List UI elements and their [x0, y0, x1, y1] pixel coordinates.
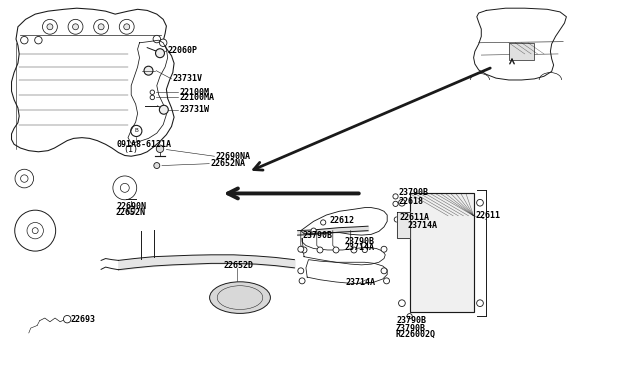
Circle shape — [393, 194, 398, 199]
Circle shape — [159, 39, 167, 46]
Text: 22690NA: 22690NA — [216, 152, 251, 161]
Circle shape — [120, 183, 129, 192]
Circle shape — [381, 268, 387, 274]
Circle shape — [150, 95, 154, 100]
Text: (1): (1) — [123, 145, 138, 154]
Text: 23731V: 23731V — [173, 74, 203, 83]
Text: 091A8-6121A: 091A8-6121A — [116, 140, 172, 149]
Circle shape — [156, 49, 164, 58]
Circle shape — [150, 90, 154, 94]
Circle shape — [393, 201, 398, 206]
Text: 23790B: 23790B — [303, 231, 333, 240]
Circle shape — [317, 247, 323, 253]
Circle shape — [35, 36, 42, 44]
Circle shape — [299, 278, 305, 284]
Text: 22693: 22693 — [70, 315, 95, 324]
Circle shape — [20, 175, 28, 182]
Text: 22652NA: 22652NA — [211, 159, 246, 168]
Text: 22100MA: 22100MA — [179, 93, 214, 102]
Text: 23731W: 23731W — [179, 105, 209, 114]
Text: 23714A: 23714A — [408, 221, 438, 230]
Circle shape — [159, 105, 168, 114]
Circle shape — [399, 199, 405, 206]
Circle shape — [311, 228, 316, 233]
Circle shape — [144, 66, 153, 75]
Text: 23714A: 23714A — [344, 243, 374, 252]
Circle shape — [351, 247, 357, 253]
Circle shape — [362, 247, 367, 253]
Circle shape — [20, 36, 28, 44]
Circle shape — [298, 268, 304, 274]
Text: 22060P: 22060P — [168, 46, 198, 55]
Circle shape — [32, 228, 38, 234]
Text: 22612: 22612 — [330, 216, 355, 225]
Circle shape — [361, 242, 366, 247]
Text: B: B — [134, 128, 138, 134]
Polygon shape — [397, 212, 410, 238]
Circle shape — [47, 24, 53, 30]
Circle shape — [399, 300, 405, 307]
Text: 23790B: 23790B — [344, 237, 374, 246]
Circle shape — [407, 314, 412, 319]
Circle shape — [98, 24, 104, 30]
Text: 22652D: 22652D — [224, 261, 254, 270]
Circle shape — [477, 199, 483, 206]
Text: 23714A: 23714A — [346, 278, 376, 287]
Ellipse shape — [210, 282, 270, 313]
Text: 22611A: 22611A — [399, 214, 429, 222]
Circle shape — [124, 24, 130, 30]
Circle shape — [298, 246, 304, 252]
Text: 22100M: 22100M — [179, 88, 209, 97]
Circle shape — [72, 24, 79, 30]
Circle shape — [156, 145, 164, 153]
Text: 23790B: 23790B — [397, 316, 427, 325]
Circle shape — [394, 217, 399, 222]
FancyBboxPatch shape — [410, 193, 474, 312]
Circle shape — [63, 315, 71, 323]
Text: 23790B: 23790B — [398, 188, 428, 197]
Circle shape — [154, 163, 160, 169]
Circle shape — [301, 247, 307, 253]
Text: 22611: 22611 — [476, 211, 500, 220]
Circle shape — [333, 247, 339, 253]
Circle shape — [153, 35, 161, 43]
Circle shape — [321, 220, 326, 225]
Circle shape — [127, 206, 135, 214]
Circle shape — [477, 300, 483, 307]
Circle shape — [381, 246, 387, 252]
Text: R226002Q: R226002Q — [396, 330, 435, 339]
Text: 22652N: 22652N — [115, 208, 145, 217]
Text: 22618: 22618 — [398, 197, 423, 206]
Text: 22690N: 22690N — [116, 202, 147, 211]
Bar — [509, 43, 534, 60]
Text: Z3790B: Z3790B — [396, 324, 426, 333]
Circle shape — [383, 278, 390, 284]
